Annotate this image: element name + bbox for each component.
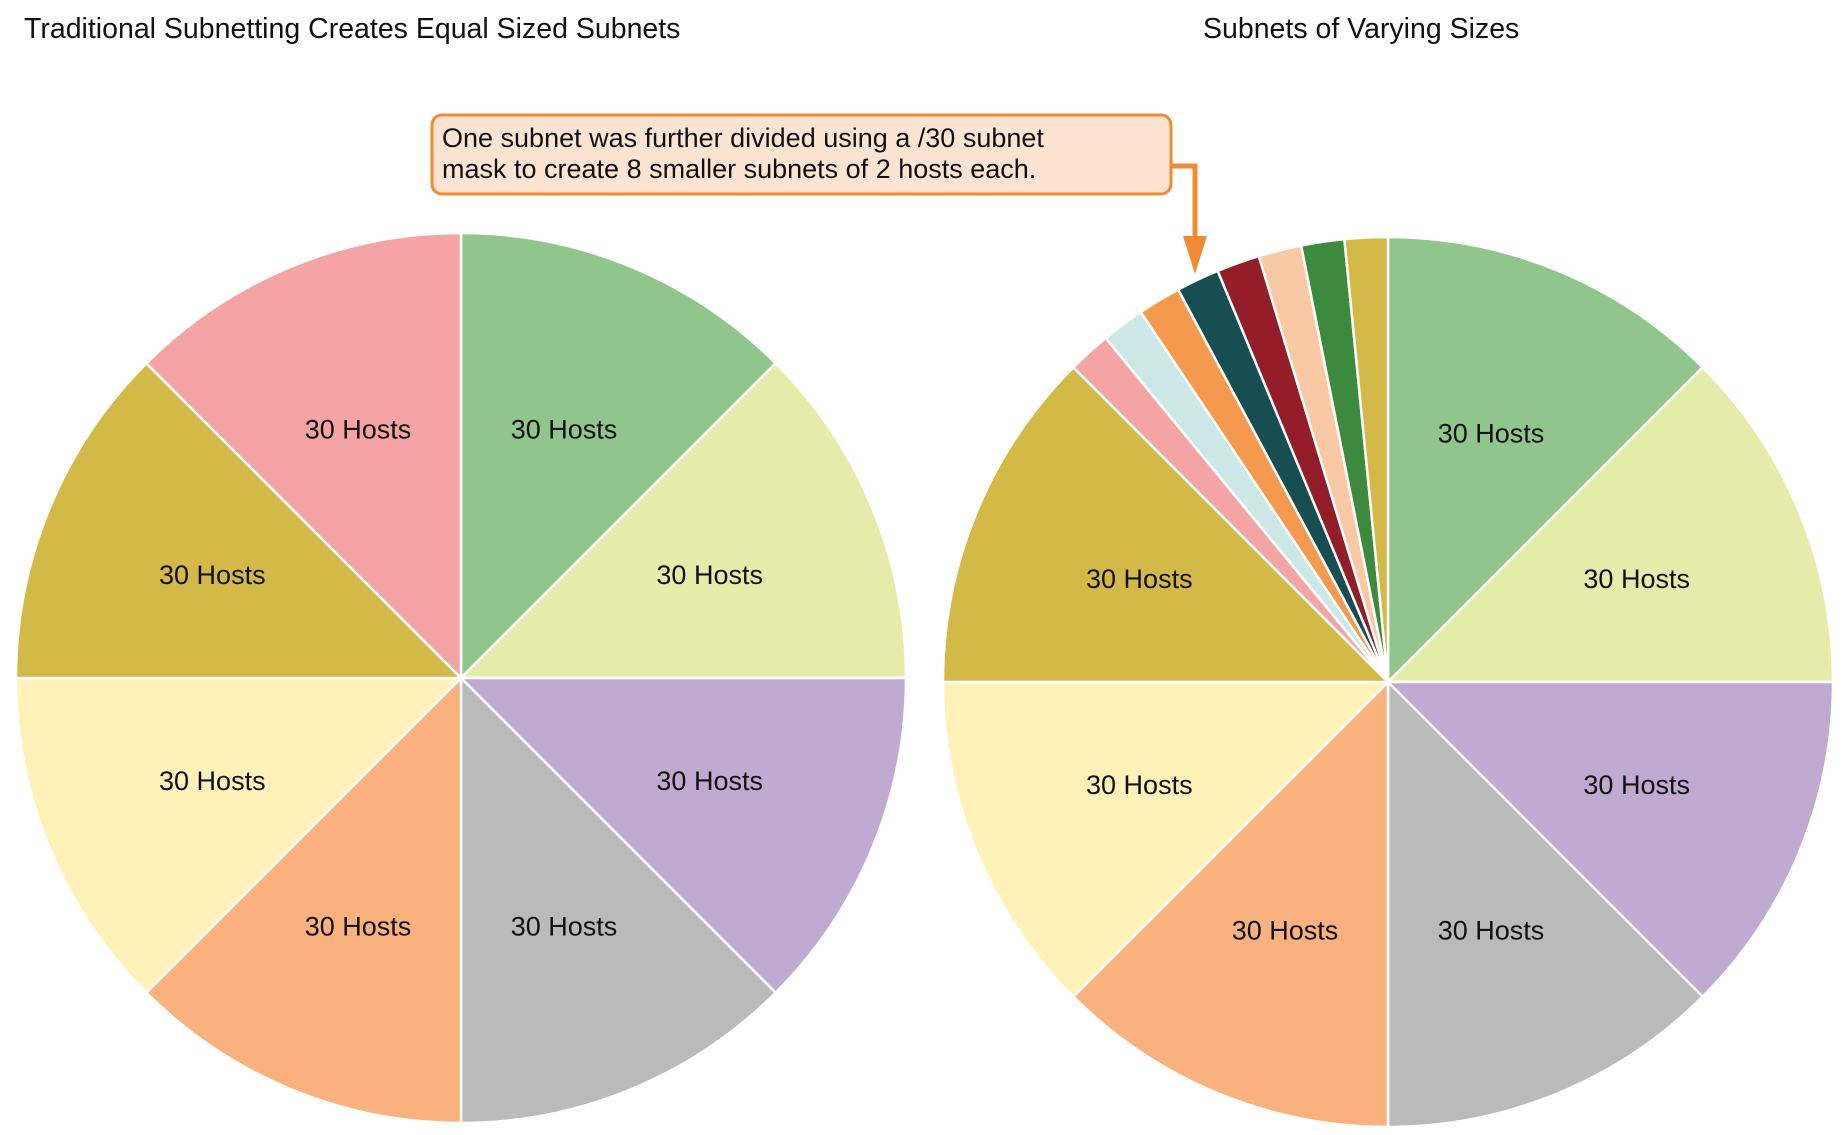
callout-arrowhead-icon [1183,236,1207,274]
right-diagram-title: Subnets of Varying Sizes [1203,13,1519,45]
large-subnet-slice [941,366,1390,684]
large-subnet-slice [1386,680,1835,998]
large-subnet-label: 30 Hosts [1232,916,1339,946]
small-subnet-slice [1343,235,1390,684]
callout-box [430,113,1173,196]
large-subnet-label: 30 Hosts [1583,770,1690,800]
equal-subnet-slice [459,676,908,994]
equal-subnet-slice [459,231,777,680]
large-subnet-label: 30 Hosts [1086,564,1193,594]
callout-connector-line [1171,163,1198,240]
equal-subnet-label: 30 Hosts [159,766,266,796]
large-subnet-slice [1072,680,1390,1129]
equal-subnet-label: 30 Hosts [511,912,618,942]
equal-subnet-slice [459,362,908,680]
equal-subnet-slice [459,676,777,1125]
equal-subnet-label: 30 Hosts [305,912,412,942]
equal-subnet-label: 30 Hosts [305,414,412,444]
large-subnet-slice [1386,366,1835,684]
large-subnet-label: 30 Hosts [1438,418,1545,448]
left-diagram-title: Traditional Subnetting Creates Equal Siz… [24,13,680,45]
large-subnet-slice [1386,235,1704,684]
equal-subnets-pie: 30 Hosts 30 Hosts 30 Hosts 30 Hosts 30 Hosts… [14,231,908,1125]
callout-line-2: mask to create 8 smaller subnets of 2 ho… [442,154,1036,184]
large-subnet-label: 30 Hosts [1086,770,1193,800]
equal-subnet-label: 30 Hosts [656,766,763,796]
callout-line-1: One subnet was further divided using a /… [442,123,1044,153]
equal-subnet-label: 30 Hosts [656,560,763,590]
varying-subnets-pie: 30 Hosts 30 Hosts 30 Hosts 30 Hosts 30 Hosts… [941,235,1835,1129]
equal-subnet-slice [145,676,463,1125]
equal-subnet-slice [14,362,463,680]
large-subnet-label: 30 Hosts [1438,916,1545,946]
equal-subnet-slice [145,231,463,680]
equal-subnet-label: 30 Hosts [159,560,266,590]
large-subnet-label: 30 Hosts [1583,564,1690,594]
large-subnet-slice [941,680,1390,998]
equal-subnet-slice [14,676,463,994]
callout-note: One subnet was further divided using a /… [430,113,1207,274]
equal-subnet-label: 30 Hosts [511,414,618,444]
large-subnet-slice [1386,680,1704,1129]
